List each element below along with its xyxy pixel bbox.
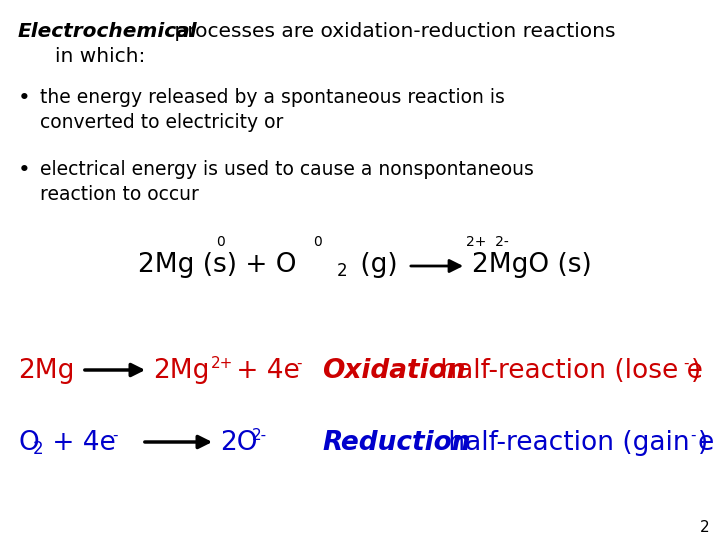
Text: 0: 0 <box>215 235 225 249</box>
Text: 2: 2 <box>33 440 44 458</box>
Text: 2Mg: 2Mg <box>153 358 210 384</box>
Text: •: • <box>18 160 31 180</box>
Text: 2+: 2+ <box>211 356 233 371</box>
Text: Reduction: Reduction <box>322 430 470 456</box>
Text: -: - <box>296 356 302 371</box>
Text: the energy released by a spontaneous reaction is: the energy released by a spontaneous rea… <box>40 88 505 107</box>
Text: 2: 2 <box>700 520 710 535</box>
Text: -: - <box>683 356 688 371</box>
Text: processes are oxidation-reduction reactions: processes are oxidation-reduction reacti… <box>168 22 616 41</box>
Text: converted to electricity or: converted to electricity or <box>40 113 284 132</box>
Text: -: - <box>112 428 117 443</box>
Text: (g): (g) <box>352 252 397 278</box>
Text: half-reaction (lose e: half-reaction (lose e <box>432 358 703 384</box>
Text: 2+  2-: 2+ 2- <box>466 235 508 249</box>
Text: in which:: in which: <box>55 47 145 66</box>
Text: Oxidation: Oxidation <box>322 358 466 384</box>
Text: 2-: 2- <box>252 428 267 443</box>
Text: 2Mg: 2Mg <box>18 358 74 384</box>
Text: 2Mg (s) + O: 2Mg (s) + O <box>138 252 297 278</box>
Text: + 4e: + 4e <box>228 358 300 384</box>
Text: 2O: 2O <box>220 430 258 456</box>
Text: ): ) <box>698 430 708 456</box>
Text: reaction to occur: reaction to occur <box>40 185 199 204</box>
Text: ): ) <box>691 358 701 384</box>
Text: •: • <box>18 88 31 108</box>
Text: 0: 0 <box>314 235 323 249</box>
Text: -: - <box>690 428 696 443</box>
Text: half-reaction (gain e: half-reaction (gain e <box>440 430 714 456</box>
Text: 2: 2 <box>337 262 348 280</box>
Text: electrical energy is used to cause a nonspontaneous: electrical energy is used to cause a non… <box>40 160 534 179</box>
Text: Electrochemical: Electrochemical <box>18 22 197 41</box>
Text: 2MgO (s): 2MgO (s) <box>472 252 592 278</box>
Text: + 4e: + 4e <box>44 430 116 456</box>
Text: O: O <box>18 430 39 456</box>
